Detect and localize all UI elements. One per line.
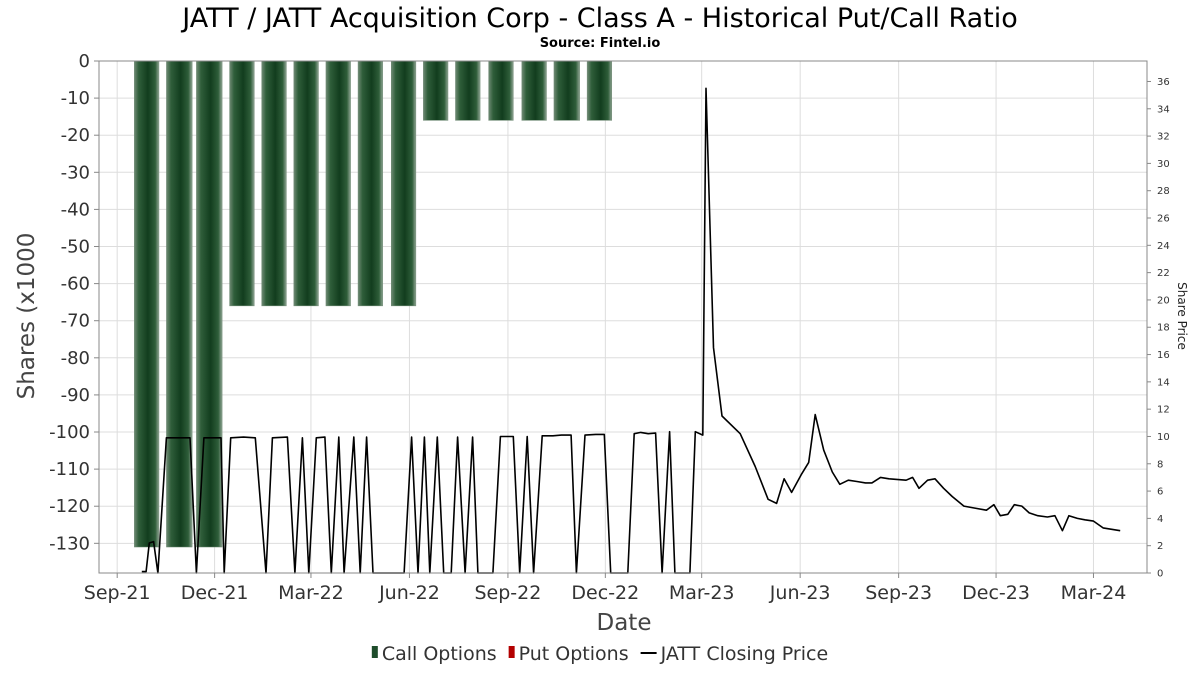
right-tick-label: 20 <box>1157 295 1170 306</box>
x-tick-label: Sep-21 <box>84 582 151 604</box>
left-tick-label: 0 <box>79 51 90 72</box>
left-tick-label: -40 <box>61 199 90 220</box>
gridlines <box>99 60 1147 573</box>
chart-subtitle: Source: Fintel.io <box>540 36 661 51</box>
right-y-axis-title: Share Price <box>1175 282 1189 350</box>
x-tick-label: Mar-23 <box>669 582 735 604</box>
call-option-bar <box>586 60 613 121</box>
call-option-bar <box>293 60 319 307</box>
call-option-bar <box>261 60 287 307</box>
right-tick-label: 32 <box>1157 132 1170 143</box>
call-option-bar <box>196 60 223 548</box>
right-tick-label: 28 <box>1157 186 1170 197</box>
left-tick-label: -100 <box>49 422 90 443</box>
call-option-bar <box>423 60 449 121</box>
left-tick-label: -80 <box>61 348 90 369</box>
call-option-bars <box>134 60 613 548</box>
left-tick-label: -130 <box>49 533 90 554</box>
left-tick-label: -90 <box>61 385 90 406</box>
legend-bar-swatch <box>371 646 378 658</box>
legend-bar-swatch <box>508 646 515 658</box>
left-tick-label: -30 <box>61 162 90 183</box>
x-tick-label: Mar-22 <box>278 582 344 604</box>
call-option-bar <box>357 60 383 307</box>
right-tick-label: 26 <box>1157 214 1170 225</box>
price-line <box>141 87 1121 574</box>
right-tick-label: 0 <box>1157 569 1163 580</box>
right-tick-label: 2 <box>1157 541 1163 552</box>
call-option-bar <box>166 60 193 548</box>
right-tick-label: 6 <box>1157 487 1163 498</box>
x-tick-label: Jun-22 <box>378 582 440 604</box>
x-axis: Sep-21 Dec-21 Mar-22 Jun-22 Sep-22 Dec-22 Mar-… <box>84 573 1127 604</box>
x-tick-label: Sep-23 <box>865 582 932 604</box>
legend-label: Call Options <box>382 643 497 665</box>
call-option-bar <box>134 60 160 548</box>
x-tick-label: Mar-24 <box>1061 582 1127 604</box>
call-option-bar <box>488 60 514 121</box>
left-tick-label: -10 <box>61 88 90 109</box>
plot-frame <box>98 60 1148 574</box>
right-tick-label: 24 <box>1157 241 1170 252</box>
x-axis-title: Date <box>597 610 652 636</box>
call-option-bar <box>521 60 547 121</box>
right-tick-label: 12 <box>1157 405 1170 416</box>
left-tick-label: -60 <box>61 274 90 295</box>
right-tick-label: 22 <box>1157 268 1170 279</box>
right-tick-label: 14 <box>1157 377 1170 388</box>
left-tick-label: -110 <box>49 459 90 480</box>
right-tick-label: 34 <box>1157 104 1170 115</box>
call-option-bar <box>325 60 351 307</box>
right-tick-label: 10 <box>1157 432 1170 443</box>
call-option-bar <box>455 60 481 121</box>
x-tick-label: Dec-23 <box>962 582 1030 604</box>
call-option-bar <box>229 60 255 307</box>
left-y-axis: 0 -10 -20 -30 -40 -50 -60 -70 -80 -90 -100 -110 -120… <box>49 51 99 554</box>
right-tick-label: 18 <box>1157 323 1170 334</box>
x-tick-label: Jun-23 <box>769 582 831 604</box>
legend-label: JATT Closing Price <box>660 643 829 665</box>
call-option-bar <box>390 60 417 307</box>
x-tick-label: Dec-21 <box>181 582 249 604</box>
chart-title: JATT / JATT Acquisition Corp - Class A -… <box>180 3 1018 34</box>
left-tick-label: -120 <box>49 496 90 517</box>
left-tick-label: -50 <box>61 237 90 258</box>
right-tick-label: 36 <box>1157 77 1170 88</box>
price-line-path <box>141 87 1121 574</box>
legend: Call Options Put Options JATT Closing Pric… <box>371 643 829 665</box>
x-tick-label: Sep-22 <box>475 582 542 604</box>
right-tick-label: 30 <box>1157 159 1170 170</box>
y-axis-title: Shares (x1000 <box>14 233 40 400</box>
left-tick-label: -70 <box>61 311 90 332</box>
right-tick-label: 8 <box>1157 459 1163 470</box>
legend-label: Put Options <box>519 643 629 665</box>
call-option-bar <box>553 60 580 121</box>
right-tick-label: 16 <box>1157 350 1170 361</box>
left-tick-label: -20 <box>61 125 90 146</box>
x-tick-label: Dec-22 <box>571 582 639 604</box>
right-tick-label: 4 <box>1157 514 1163 525</box>
